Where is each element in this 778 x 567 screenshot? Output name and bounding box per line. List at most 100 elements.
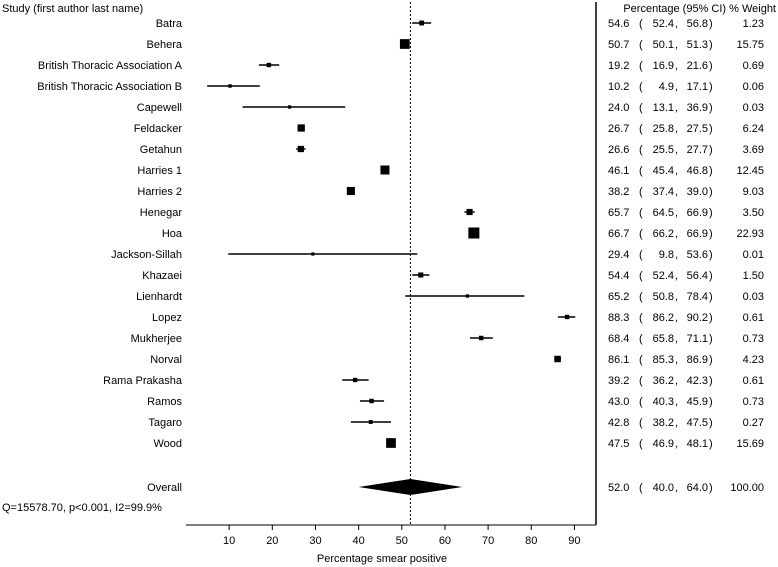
study-row: Wood 47.5 (46.9, 48.1) 15.69 <box>153 438 764 450</box>
study-row: Feldacker 26.7 (25.8, 27.5) 6.24 <box>134 123 764 135</box>
ci-lower-value: 66.2 <box>653 228 674 240</box>
estimate-value: 19.2 <box>608 60 629 72</box>
study-name: Harries 1 <box>137 165 182 177</box>
estimate-value: 65.2 <box>608 291 629 303</box>
ci-lower-value: 16.9 <box>653 60 674 72</box>
x-tick-label: 70 <box>482 535 494 547</box>
ci-close-paren: ) <box>709 186 713 198</box>
ci-close-paren: ) <box>709 207 713 219</box>
ci-open-paren: ( <box>639 165 643 177</box>
ci-upper-value: 90.2 <box>687 312 708 324</box>
study-row: Mukherjee 68.4 (65.8, 71.1) 0.73 <box>131 333 764 345</box>
weight-value: 15.75 <box>736 39 764 51</box>
weight-value: 0.03 <box>743 291 764 303</box>
estimate-value: 26.7 <box>608 123 629 135</box>
point-estimate-marker <box>369 398 374 404</box>
overall-label: Overall <box>147 482 182 494</box>
ci-close-paren: ) <box>709 39 713 51</box>
ci-comma: , <box>675 18 678 30</box>
estimate-value: 47.5 <box>608 438 629 450</box>
point-estimate-marker <box>465 294 470 298</box>
estimate-value: 66.7 <box>608 228 629 240</box>
ci-comma: , <box>675 165 678 177</box>
weight-value: 1.50 <box>743 270 764 282</box>
ci-comma: , <box>675 207 678 219</box>
weight-value: 0.06 <box>743 81 764 93</box>
study-row: Henegar 65.7 (64.5, 66.9) 3.50 <box>140 207 764 219</box>
estimate-value: 39.2 <box>608 375 629 387</box>
ci-open-paren: ( <box>639 123 643 135</box>
ci-lower-value: 85.3 <box>653 354 674 366</box>
study-name: Hoa <box>162 228 183 240</box>
study-name: Henegar <box>140 207 183 219</box>
point-estimate-marker <box>468 227 480 239</box>
ci-lower-value: 45.4 <box>653 165 674 177</box>
ci-comma: , <box>675 249 678 261</box>
point-estimate-marker <box>368 420 373 424</box>
weight-value: 15.69 <box>736 438 764 450</box>
point-estimate-marker <box>346 186 355 196</box>
study-name: Getahun <box>140 144 182 156</box>
overall-weight-value: 100.00 <box>730 482 764 494</box>
ci-open-paren: ( <box>639 144 643 156</box>
study-name: Lienhardt <box>136 291 182 303</box>
point-estimate-marker <box>287 105 292 109</box>
ci-open-paren: ( <box>639 249 643 261</box>
ci-open-paren: ( <box>639 438 643 450</box>
ci-comma: , <box>675 270 678 282</box>
ci-lower-value: 52.4 <box>653 18 674 30</box>
study-row: Khazaei 54.4 (52.4, 56.4) 1.50 <box>142 270 764 282</box>
point-estimate-marker <box>266 62 272 68</box>
overall-estimate-value: 52.0 <box>608 482 629 494</box>
ci-comma: , <box>675 375 678 387</box>
overall-row: Overall 52.0 (40.0, 64.0) 100.00 <box>147 479 764 495</box>
estimate-value: 68.4 <box>608 333 629 345</box>
study-row: Behera 50.7 (50.1, 51.3) 15.75 <box>147 39 764 51</box>
study-name: Lopez <box>152 312 182 324</box>
ci-lower-value: 64.5 <box>653 207 674 219</box>
heterogeneity-stats: Q=15578.70, p<0.001, I2=99.9% <box>2 502 162 514</box>
ci-lower-value: 52.4 <box>653 270 674 282</box>
point-estimate-marker <box>399 39 410 49</box>
weight-value: 3.50 <box>743 207 764 219</box>
ci-open-paren: ( <box>639 333 643 345</box>
x-tick-label: 90 <box>568 535 580 547</box>
ci-upper-value: 66.9 <box>687 207 708 219</box>
estimate-value: 24.0 <box>608 102 629 114</box>
ci-upper-value: 56.4 <box>687 270 708 282</box>
study-name: British Thoracic Association B <box>37 81 182 93</box>
study-name: Capewell <box>137 102 182 114</box>
ci-open-paren: ( <box>639 81 643 93</box>
ci-upper-value: 66.9 <box>687 228 708 240</box>
x-tick-label: 40 <box>353 535 365 547</box>
ci-lower-value: 36.2 <box>653 375 674 387</box>
study-row: Batra 54.6 (52.4, 56.8) 1.23 <box>156 18 764 30</box>
ci-lower-value: 13.1 <box>653 102 674 114</box>
point-estimate-marker <box>311 252 315 256</box>
ci-comma: , <box>675 312 678 324</box>
study-row: Lienhardt 65.2 (50.8, 78.4) 0.03 <box>136 291 764 303</box>
ci-comma: , <box>675 186 678 198</box>
ci-comma: , <box>675 438 678 450</box>
ci-close-paren: ) <box>709 81 713 93</box>
study-row: Capewell 24.0 (13.1, 36.9) 0.03 <box>137 102 764 114</box>
ci-upper-value: 86.9 <box>687 354 708 366</box>
study-name: Mukherjee <box>131 333 182 345</box>
ci-lower-value: 65.8 <box>653 333 674 345</box>
ci-close-paren: ) <box>709 482 713 494</box>
ci-comma: , <box>675 39 678 51</box>
point-estimate-marker <box>554 355 561 363</box>
study-name: Norval <box>150 354 182 366</box>
ci-close-paren: ) <box>709 333 713 345</box>
weight-value: 0.73 <box>743 333 764 345</box>
ci-close-paren: ) <box>709 18 713 30</box>
study-name: Tagaro <box>148 417 182 429</box>
ci-upper-value: 46.8 <box>687 165 708 177</box>
ci-close-paren: ) <box>709 375 713 387</box>
ci-upper-value: 42.3 <box>687 375 708 387</box>
overall-diamond <box>358 479 463 495</box>
ci-close-paren: ) <box>709 165 713 177</box>
point-estimate-marker <box>418 272 424 278</box>
ci-open-paren: ( <box>639 291 643 303</box>
